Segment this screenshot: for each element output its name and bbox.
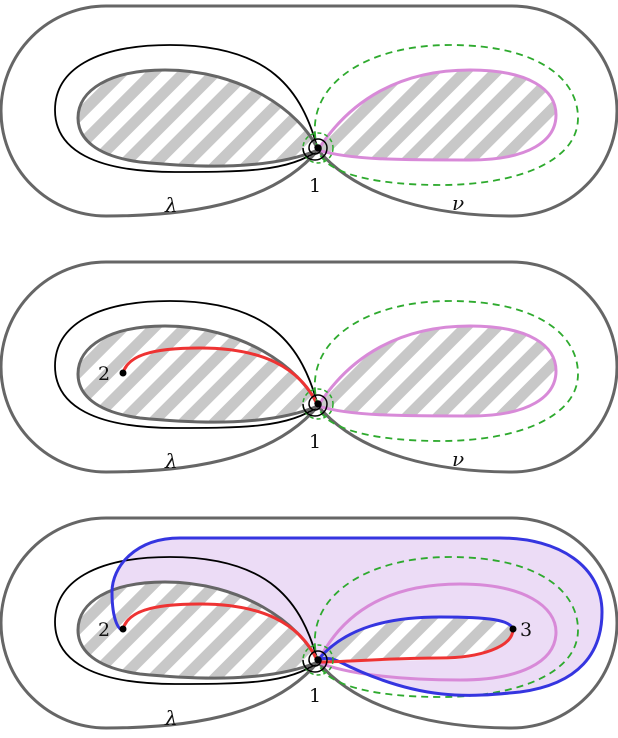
point-1-dot bbox=[314, 400, 322, 408]
panel-2: 2 1 λ ν bbox=[0, 260, 618, 474]
red-arc-left bbox=[121, 602, 320, 663]
dashed-small-circle bbox=[302, 132, 334, 164]
lambda-curve bbox=[54, 300, 319, 429]
point-1-label: 1 bbox=[309, 431, 321, 453]
panel-1: 1 λ ν bbox=[0, 4, 618, 218]
point-1-label: 1 bbox=[309, 685, 321, 707]
nu-label: ν bbox=[452, 447, 464, 471]
dashed-neighborhood bbox=[313, 44, 579, 186]
hatched-right-region bbox=[315, 324, 558, 418]
point-3-dot bbox=[509, 625, 517, 633]
point-2-dot bbox=[119, 369, 127, 377]
dashed-neighborhood bbox=[313, 556, 579, 698]
nu-label: ν bbox=[452, 191, 464, 215]
lambda-curve bbox=[54, 44, 319, 173]
hatched-left-region bbox=[76, 580, 321, 680]
lambda-label: λ bbox=[164, 193, 178, 217]
hatched-right-region bbox=[315, 68, 558, 162]
point-1-dot bbox=[314, 144, 322, 152]
point-1-label: 1 bbox=[309, 175, 321, 197]
hatched-left-region bbox=[76, 324, 321, 424]
dashed-neighborhood bbox=[313, 300, 579, 442]
lambda-label: λ bbox=[164, 449, 178, 473]
dashed-small-circle bbox=[302, 644, 334, 676]
point-2-dot bbox=[119, 625, 127, 633]
point-1-dot bbox=[314, 656, 322, 664]
red-arc bbox=[121, 346, 320, 407]
lambda-label: λ bbox=[164, 706, 178, 730]
lambda-curve bbox=[54, 556, 319, 685]
hatched-left-region bbox=[76, 68, 321, 168]
nu-curve bbox=[316, 582, 558, 682]
point-2-label: 2 bbox=[98, 619, 110, 641]
point-2-label: 2 bbox=[98, 363, 110, 385]
blue-curve bbox=[110, 536, 604, 697]
red-arc-right bbox=[317, 628, 515, 664]
blue-region bbox=[112, 538, 602, 696]
dashed-small-circle bbox=[302, 388, 334, 420]
panel-3: 2 3 1 λ bbox=[0, 516, 618, 730]
point-3-label: 3 bbox=[520, 619, 532, 641]
